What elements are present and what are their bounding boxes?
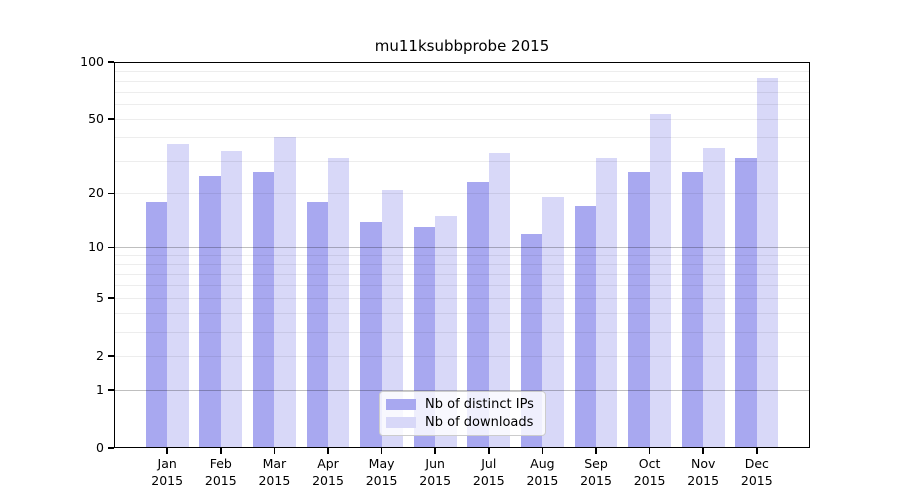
gridline-minor-5	[114, 298, 810, 300]
x-axis-tick-label-aug: Aug 2015	[526, 456, 559, 488]
legend: Nb of distinct IPs Nb of downloads	[379, 391, 546, 436]
gridline-minor-8	[114, 264, 810, 266]
x-axis-tick-label-dec: Dec 2015	[740, 456, 773, 488]
x-axis-tick-apr	[327, 448, 329, 454]
bar-nb-of-downloads-aug	[542, 197, 564, 448]
gridline-minor-2	[114, 356, 810, 358]
bar-nb-of-downloads-feb	[220, 150, 243, 448]
bar-nb-of-distinct-ips-may	[360, 221, 382, 448]
y-axis-tick-label-20: 20	[88, 185, 104, 201]
x-axis-tick-dec	[756, 448, 758, 454]
x-axis-tick-may	[380, 448, 383, 454]
bar-nb-of-distinct-ips-mar	[253, 172, 275, 448]
x-axis-tick-sep	[595, 448, 597, 454]
bar-nb-of-downloads-apr	[328, 158, 350, 448]
y-axis-tick-label-0: 0	[96, 440, 104, 455]
bar-nb-of-downloads-dec	[756, 78, 779, 448]
bar-nb-of-downloads-jul	[488, 153, 511, 448]
x-axis-tick-label-oct: Oct 2015	[633, 456, 666, 488]
y-axis-tick-50	[108, 118, 114, 120]
y-axis-tick-label-50: 50	[88, 111, 104, 127]
x-axis-tick-label-mar: Mar 2015	[258, 456, 291, 488]
x-axis-tick-jan	[166, 448, 168, 454]
x-axis-tick-aug	[541, 448, 544, 454]
chart-title: mu11ksubbprobe 2015	[374, 37, 550, 55]
y-axis-tick-100	[108, 61, 114, 63]
gridline-minor-6	[114, 285, 810, 287]
bar-nb-of-downloads-mar	[274, 137, 296, 448]
gridline-major-1	[114, 390, 810, 391]
bar-nb-of-distinct-ips-sep	[574, 206, 596, 448]
x-axis-tick-mar	[273, 448, 276, 454]
x-axis-tick-jul	[488, 448, 490, 454]
gridline-minor-60	[114, 104, 810, 106]
y-axis-tick-label-100: 100	[80, 54, 104, 69]
x-axis-tick-label-apr: Apr 2015	[312, 456, 344, 488]
gridline-minor-50	[114, 119, 810, 121]
bar-nb-of-downloads-nov	[703, 148, 725, 448]
bar-nb-of-distinct-ips-jul	[467, 182, 489, 448]
gridline-minor-20	[114, 193, 810, 195]
y-axis-tick-label-5: 5	[96, 290, 104, 306]
x-axis-tick-nov	[702, 448, 704, 454]
bar-nb-of-distinct-ips-jan	[145, 201, 168, 448]
x-axis-tick-label-jan: Jan 2015	[151, 456, 184, 488]
bar-nb-of-downloads-jan	[167, 143, 189, 448]
bar-nb-of-distinct-ips-oct	[628, 172, 650, 448]
x-axis-tick-label-jul: Jul 2015	[472, 456, 505, 488]
gridline-minor-9	[114, 255, 810, 257]
bar-nb-of-downloads-oct	[649, 114, 671, 448]
y-axis-tick-label-1: 1	[96, 382, 104, 397]
gridline-minor-4	[114, 313, 810, 315]
gridline-major-10	[114, 247, 810, 249]
legend-item-distinct-ips: Nb of distinct IPs	[386, 397, 539, 412]
y-axis-tick-label-2: 2	[96, 348, 104, 364]
legend-swatch-distinct-ips	[386, 399, 416, 410]
x-axis-tick-label-jun: Jun 2015	[419, 456, 452, 488]
bar-nb-of-distinct-ips-apr	[306, 201, 328, 448]
x-axis-tick-feb	[220, 448, 222, 454]
y-axis-tick-1	[108, 389, 114, 391]
legend-swatch-downloads	[386, 417, 416, 428]
y-axis-tick-10	[108, 246, 114, 249]
y-axis-tick-label-10: 10	[88, 239, 104, 255]
gridline-minor-70	[114, 91, 810, 93]
y-axis-tick-2	[108, 355, 114, 357]
bar-nb-of-distinct-ips-nov	[681, 172, 704, 448]
y-axis-tick-5	[108, 297, 114, 299]
gridline-minor-3	[114, 332, 810, 334]
gridline-minor-80	[114, 80, 810, 82]
x-axis-tick-label-nov: Nov 2015	[687, 456, 720, 488]
gridline-minor-90	[114, 70, 810, 72]
legend-label-distinct-ips: Nb of distinct IPs	[425, 397, 534, 412]
bar-nb-of-distinct-ips-dec	[735, 158, 757, 448]
y-axis-tick-20	[108, 192, 114, 195]
x-axis-tick-label-may: May 2015	[365, 456, 398, 488]
legend-item-downloads: Nb of downloads	[386, 415, 539, 430]
bar-nb-of-downloads-jun	[435, 216, 457, 448]
x-axis-tick-label-feb: Feb 2015	[204, 456, 237, 488]
gridline-minor-30	[114, 160, 810, 162]
bar-nb-of-downloads-sep	[596, 158, 618, 448]
bar-nb-of-distinct-ips-feb	[199, 175, 221, 448]
gridline-minor-40	[114, 137, 810, 139]
legend-label-downloads: Nb of downloads	[425, 415, 534, 430]
x-axis-tick-jun	[434, 448, 436, 454]
x-axis-tick-label-sep: Sep 2015	[580, 456, 612, 488]
y-axis-tick-0	[108, 447, 114, 449]
bar-nb-of-downloads-may	[381, 189, 403, 448]
x-axis-tick-oct	[648, 448, 651, 454]
gridline-minor-7	[114, 274, 810, 276]
